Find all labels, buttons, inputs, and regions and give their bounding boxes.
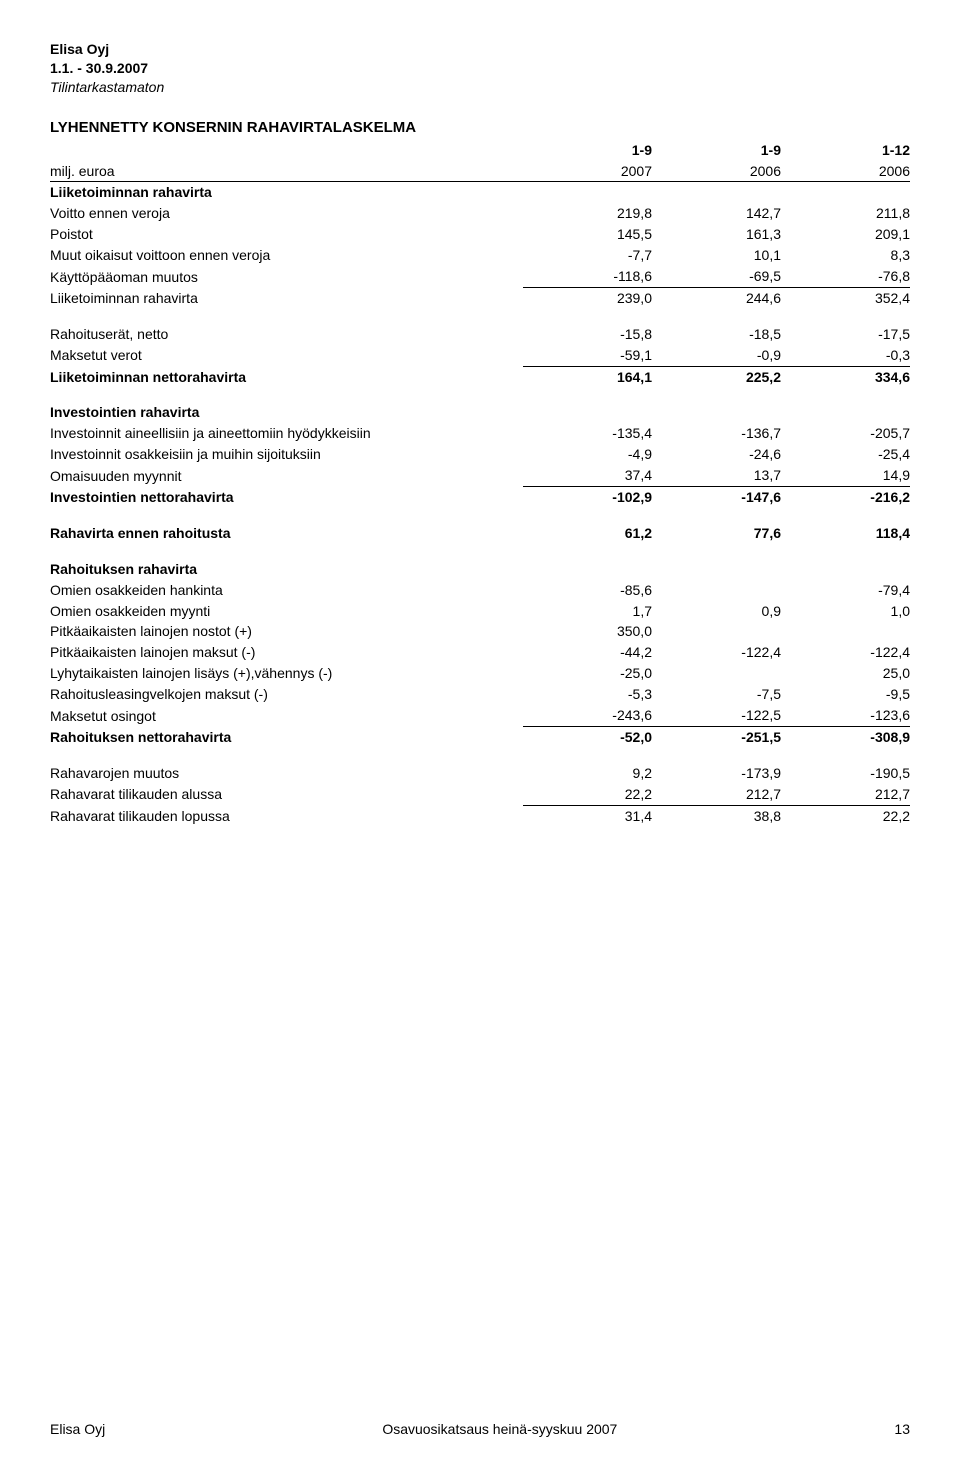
audit-status: Tilintarkastamaton [50, 78, 910, 97]
table-row: Rahoituserät, netto -15,8 -18,5 -17,5 [50, 309, 910, 345]
table-row: Pitkäaikaisten lainojen nostot (+) 350,0 [50, 621, 910, 642]
period-header-row: 1-9 1-9 1-12 [50, 140, 910, 161]
company-name: Elisa Oyj [50, 40, 910, 59]
unit-header-row: milj. euroa 2007 2006 2006 [50, 161, 910, 182]
footer-center: Osavuosikatsaus heinä-syyskuu 2007 [382, 1421, 617, 1437]
col-header-3: 1-12 [781, 140, 910, 161]
year-3: 2006 [781, 161, 910, 182]
table-row: Rahoitusleasingvelkojen maksut (-) -5,3 … [50, 684, 910, 705]
col-header-1: 1-9 [523, 140, 652, 161]
cash-begin-row: Rahavarat tilikauden alussa 22,2 212,7 2… [50, 784, 910, 805]
table-row: Maksetut verot -59,1 -0,9 -0,3 [50, 345, 910, 366]
table-row: Käyttöpääoman muutos -118,6 -69,5 -76,8 [50, 266, 910, 287]
year-2: 2006 [652, 161, 781, 182]
reporting-period: 1.1. - 30.9.2007 [50, 59, 910, 78]
table-row: Investoinnit aineellisiin ja aineettomii… [50, 423, 910, 444]
section-title-investing: Investointien rahavirta [50, 387, 910, 423]
cash-change-row: Rahavarojen muutos 9,2 -173,9 -190,5 [50, 748, 910, 784]
table-row: Muut oikaisut voittoon ennen veroja -7,7… [50, 245, 910, 266]
operating-net-cashflow: Liiketoiminnan nettorahavirta 164,1 225,… [50, 366, 910, 387]
cash-end-row: Rahavarat tilikauden lopussa 31,4 38,8 2… [50, 805, 910, 826]
unit-label: milj. euroa [50, 161, 523, 182]
table-row: Omien osakkeiden hankinta -85,6 -79,4 [50, 580, 910, 601]
table-row: Maksetut osingot -243,6 -122,5 -123,6 [50, 705, 910, 726]
financing-net-cashflow: Rahoituksen nettorahavirta -52,0 -251,5 … [50, 726, 910, 747]
table-row: Omien osakkeiden myynti 1,7 0,9 1,0 [50, 601, 910, 622]
table-row: Liiketoiminnan rahavirta 239,0 244,6 352… [50, 287, 910, 308]
table-row: Poistot 145,5 161,3 209,1 [50, 224, 910, 245]
page-footer: Elisa Oyj Osavuosikatsaus heinä-syyskuu … [50, 1421, 910, 1437]
table-row: Omaisuuden myynnit 37,4 13,7 14,9 [50, 465, 910, 486]
year-1: 2007 [523, 161, 652, 182]
table-row: Investoinnit osakkeisiin ja muihin sijoi… [50, 444, 910, 465]
document-header: Elisa Oyj 1.1. - 30.9.2007 Tilintarkasta… [50, 40, 910, 97]
section-title-financing: Rahoituksen rahavirta [50, 544, 910, 580]
table-row: Voitto ennen veroja 219,8 142,7 211,8 [50, 203, 910, 224]
cashflow-before-financing: Rahavirta ennen rahoitusta 61,2 77,6 118… [50, 508, 910, 544]
col-header-2: 1-9 [652, 140, 781, 161]
investing-net-cashflow: Investointien nettorahavirta -102,9 -147… [50, 487, 910, 508]
section-title-operating: Liiketoiminnan rahavirta [50, 182, 910, 203]
statement-title: LYHENNETTY KONSERNIN RAHAVIRTALASKELMA [50, 119, 910, 136]
footer-page-number: 13 [894, 1421, 910, 1437]
table-row: Pitkäaikaisten lainojen maksut (-) -44,2… [50, 642, 910, 663]
table-row: Lyhytaikaisten lainojen lisäys (+),vähen… [50, 663, 910, 684]
cashflow-table: 1-9 1-9 1-12 milj. euroa 2007 2006 2006 … [50, 140, 910, 827]
footer-left: Elisa Oyj [50, 1421, 105, 1437]
